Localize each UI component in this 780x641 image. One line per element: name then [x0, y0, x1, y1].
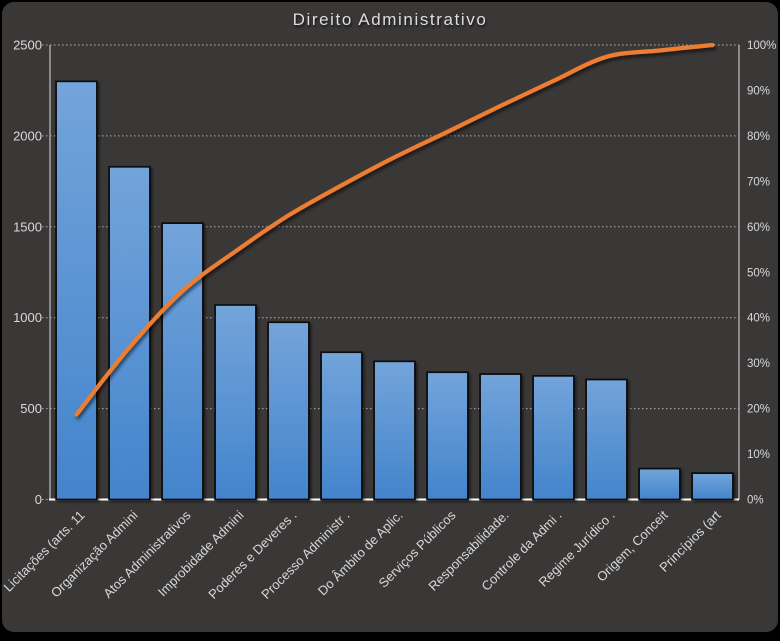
right-axis-tick-label: 10%	[747, 449, 770, 461]
left-axis-tick-label: 2500	[13, 38, 42, 53]
bar-improbidade-admini	[214, 304, 257, 501]
chart-title: Direito Administrativo	[292, 10, 488, 29]
bar-responsabilidade-	[479, 373, 522, 501]
bar-atos-administrativos	[161, 222, 204, 501]
right-axis-tick-label: 80%	[747, 131, 770, 143]
bar-origem-conceit	[638, 467, 681, 501]
left-axis-tick-label: 500	[20, 401, 42, 416]
right-axis-tick-label: 20%	[747, 404, 770, 416]
bar-princ-pios-art	[691, 472, 734, 501]
bar-poderes-e-deveres-	[267, 321, 310, 501]
bar-processo-administr-	[320, 351, 363, 501]
left-axis-tick-label: 0	[35, 492, 42, 507]
left-axis-tick-label: 2000	[13, 128, 42, 143]
category-label: Atos Administrativos	[100, 507, 194, 601]
bar-regime-jur-dico-	[585, 378, 628, 501]
right-axis-tick-label: 50%	[747, 267, 770, 279]
right-axis-tick-label: 30%	[747, 358, 770, 370]
category-label: Poderes e Deveres .	[205, 508, 299, 602]
left-axis-tick-label: 1500	[13, 219, 42, 234]
right-axis-tick-label: 0%	[747, 495, 764, 507]
cumulative-percent-line	[74, 42, 715, 417]
category-label: Organização Admini	[48, 507, 141, 600]
right-axis-tick-label: 40%	[747, 313, 770, 325]
right-axis-tick-label: 60%	[747, 222, 770, 234]
left-axis-tick-label: 1000	[13, 310, 42, 325]
bar-servi-os-p-blicos	[426, 371, 469, 501]
right-axis-tick-label: 100%	[747, 40, 776, 52]
right-axis-tick-label: 90%	[747, 85, 770, 97]
right-axis-tick-label: 70%	[747, 176, 770, 188]
bar-licita-es-arts-	[55, 80, 98, 501]
bar-controle-da-admi-	[532, 375, 575, 501]
category-label: Processo Administr .	[258, 508, 352, 602]
bar-do-mbito-de-aplic-	[373, 360, 416, 501]
